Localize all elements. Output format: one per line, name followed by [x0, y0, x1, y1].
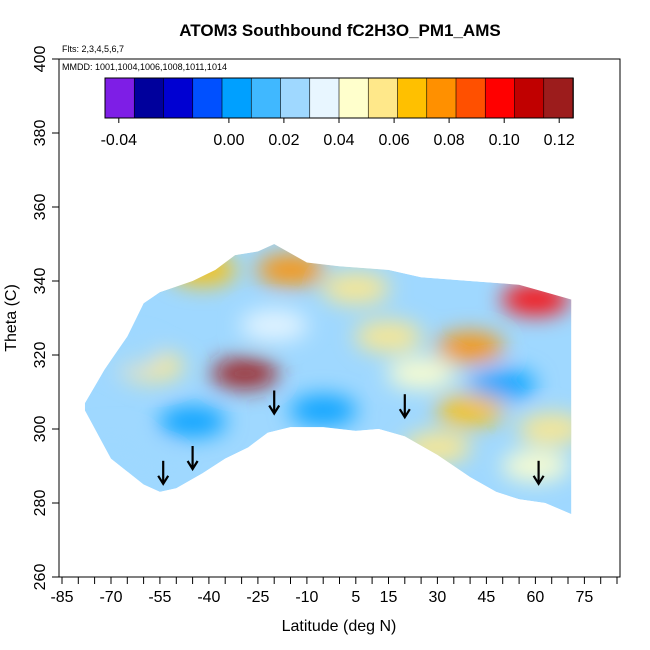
heatmap-hotspot-3	[501, 283, 570, 316]
x-tick-label-7: 5	[351, 589, 360, 606]
heatmap-hotspot-13	[321, 272, 390, 305]
colorbar-cell-3	[163, 77, 194, 119]
x-tick-label-5: -25	[246, 589, 269, 606]
y-tick-label-2: 280	[32, 490, 49, 517]
colorbar-cell-16	[543, 77, 574, 119]
heatmap-hotspot-15	[387, 357, 456, 390]
y-tick-label-6: 360	[32, 194, 49, 221]
arrow-marker-2	[186, 446, 199, 472]
heatmap-field	[84, 244, 572, 515]
heatmap-hotspot-7	[468, 368, 537, 401]
colorbar-cell-8	[309, 77, 340, 119]
x-tick-label-8: 15	[380, 589, 398, 606]
heatmap-hotspot-1	[256, 253, 325, 286]
heatmap-hotspot-12	[354, 320, 423, 353]
colorbar-cell-7	[280, 77, 311, 119]
heatmap-hotspot-10	[158, 405, 227, 438]
arrow-marker-1	[157, 460, 170, 486]
colorbar-cell-13	[455, 77, 487, 119]
x-tick-label-6: -10	[295, 589, 318, 606]
arrow-markers	[157, 390, 545, 486]
colorbar-cell-6	[250, 77, 282, 119]
colorbar-cell-9	[338, 77, 370, 119]
x-tick-label-4: -40	[197, 589, 220, 606]
colorbar-tick-label-2: 0.00	[213, 132, 244, 149]
heatmap-hotspot-16	[501, 450, 570, 482]
heatmap-hotspot-8	[436, 394, 505, 427]
arrow-marker-3	[268, 390, 281, 416]
x-tick-label-3: -55	[148, 589, 171, 606]
y-tick-label-8: 400	[32, 46, 49, 73]
x-tick-label-10: 45	[478, 589, 496, 606]
arrow-marker-5	[532, 460, 545, 486]
x-tick-label-12: 75	[576, 589, 594, 606]
x-tick-label-11: 60	[527, 589, 545, 606]
heatmap-hotspot-4	[436, 331, 505, 364]
y-tick-label-1: 260	[32, 564, 49, 591]
colorbar-cell-2	[133, 77, 165, 119]
heatmap-hotspot-5	[210, 357, 279, 390]
dates-note: MMDD: 1001,1004,1006,1008,1011,1014	[62, 62, 227, 72]
colorbar-tick-label-1: -0.04	[101, 132, 138, 149]
colorbar-cell-5	[221, 77, 253, 119]
colorbar-cell-14	[484, 77, 516, 119]
colorbar-cell-11	[397, 77, 428, 119]
colorbar-cell-12	[426, 77, 457, 119]
colorbar-tick-label-4: 0.04	[323, 132, 354, 149]
x-tick-label-2: -70	[99, 589, 122, 606]
x-axis-label: Latitude (deg N)	[282, 618, 397, 635]
y-tick-label-3: 300	[32, 416, 49, 443]
colorbar-cell-1	[104, 77, 136, 119]
colorbar-cell-15	[514, 77, 545, 119]
colorbar: -0.04 0.00 0.02 0.04 0.06 0.08 0.10 0.12	[101, 77, 575, 149]
y-axis: 260 280 300 320 340 360 380 400	[32, 46, 59, 591]
heatmap-hotspot-17	[517, 413, 572, 445]
y-tick-label-4: 320	[32, 342, 49, 369]
colorbar-tick-label-7: 0.10	[489, 132, 520, 149]
flights-note: Flts: 2,3,4,5,6,7	[62, 44, 124, 54]
heatmap-hotspot-20	[403, 431, 472, 464]
chart-title: ATOM3 Southbound fC2H3O_PM1_AMS	[179, 21, 500, 40]
colorbar-tick-label-3: 0.02	[268, 132, 299, 149]
heatmap-hotspot-14	[93, 339, 162, 371]
colorbar-cell-10	[367, 77, 399, 119]
x-tick-label-9: 30	[429, 589, 447, 606]
arrow-marker-4	[398, 394, 411, 420]
colorbar-tick-label-5: 0.06	[379, 132, 410, 149]
heatmap-hotspot-9	[289, 394, 358, 427]
y-axis-label: Theta (C)	[3, 284, 20, 352]
y-tick-label-7: 380	[32, 120, 49, 147]
y-tick-label-5: 340	[32, 268, 49, 295]
x-axis: -85 -70 -55 -40 -25 -10 5 15 30 45 60 75	[50, 577, 618, 606]
x-tick-label-1: -85	[50, 589, 73, 606]
heatmap-hotspot-2	[168, 253, 237, 286]
colorbar-cell-4	[192, 77, 223, 119]
colorbar-tick-label-6: 0.08	[434, 132, 465, 149]
heatmap-hotspot-11	[240, 309, 309, 342]
colorbar-tick-label-8: 0.12	[544, 132, 575, 149]
